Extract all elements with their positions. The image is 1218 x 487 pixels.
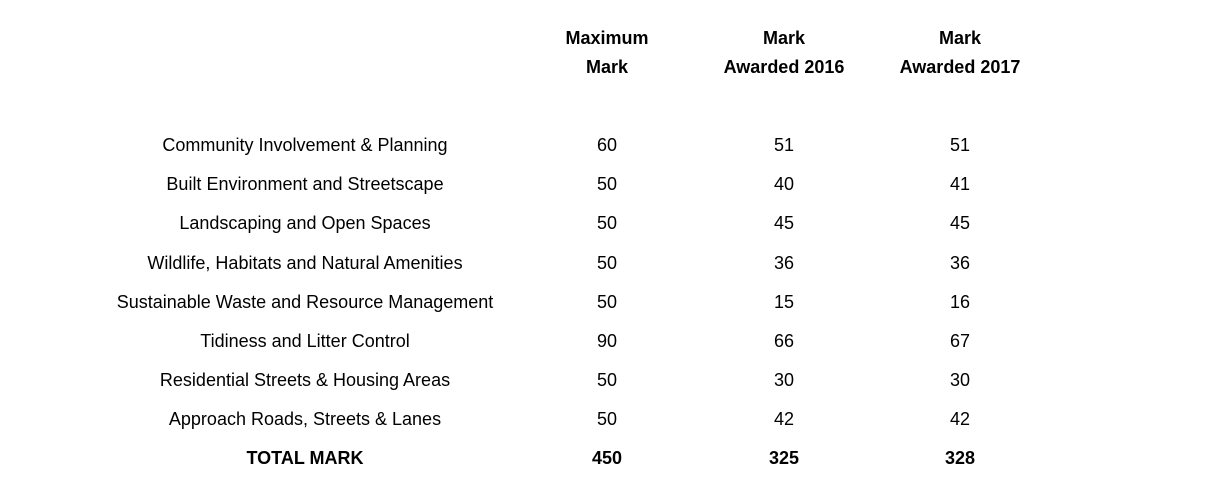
maximum-mark-value: 60 xyxy=(596,135,618,155)
awarded-2016-value: 15 xyxy=(773,292,795,312)
table-row: Tidiness and Litter Control 90 66 67 xyxy=(0,322,1218,361)
table-row: Built Environment and Streetscape 50 40 … xyxy=(0,165,1218,204)
total-row: TOTAL MARK 450 325 328 xyxy=(0,439,1218,478)
awarded-2017-value: 45 xyxy=(949,213,971,233)
category-label: Tidiness and Litter Control xyxy=(200,331,410,351)
awarded-2016-value: 30 xyxy=(773,370,795,390)
table-row: Approach Roads, Streets & Lanes 50 42 42 xyxy=(0,400,1218,439)
total-label: TOTAL MARK xyxy=(246,448,364,468)
awarded-2017-value: 30 xyxy=(949,370,971,390)
awarded-2016-value: 40 xyxy=(773,174,795,194)
table-row: Landscaping and Open Spaces 50 45 45 xyxy=(0,204,1218,243)
awarded-2016-value: 51 xyxy=(773,135,795,155)
total-2016-value: 325 xyxy=(768,448,800,468)
awarded-2017-value: 16 xyxy=(949,292,971,312)
awarded-2017-value: 51 xyxy=(949,135,971,155)
category-label: Approach Roads, Streets & Lanes xyxy=(168,409,442,429)
maximum-mark-value: 50 xyxy=(596,409,618,429)
maximum-mark-value: 90 xyxy=(596,331,618,351)
awarded-2016-value: 42 xyxy=(773,409,795,429)
category-label: Wildlife, Habitats and Natural Amenities xyxy=(147,253,463,273)
table-row: Sustainable Waste and Resource Managemen… xyxy=(0,283,1218,322)
table-row: Wildlife, Habitats and Natural Amenities… xyxy=(0,244,1218,283)
category-label: Landscaping and Open Spaces xyxy=(179,213,431,233)
maximum-mark-value: 50 xyxy=(596,253,618,273)
awarded-2017-value: 41 xyxy=(949,174,971,194)
header-mark-awarded-2016: Mark Awarded 2016 xyxy=(699,24,869,82)
header-2016-line2: Awarded 2016 xyxy=(723,57,845,77)
awarded-2016-value: 45 xyxy=(773,213,795,233)
maximum-mark-value: 50 xyxy=(596,370,618,390)
header-maximum-mark: Maximum Mark xyxy=(522,24,692,82)
awarded-2017-value: 42 xyxy=(949,409,971,429)
awarded-2017-value: 67 xyxy=(949,331,971,351)
header-2017-line2: Awarded 2017 xyxy=(899,57,1021,77)
header-2017-line1: Mark xyxy=(938,28,982,48)
total-maximum-value: 450 xyxy=(591,448,623,468)
table-row: Community Involvement & Planning 60 51 5… xyxy=(0,126,1218,165)
category-label: Community Involvement & Planning xyxy=(162,135,448,155)
category-label: Sustainable Waste and Resource Managemen… xyxy=(116,292,494,312)
header-maximum-line2: Mark xyxy=(585,57,629,77)
category-label: Built Environment and Streetscape xyxy=(166,174,444,194)
awarded-2016-value: 66 xyxy=(773,331,795,351)
table-row: Residential Streets & Housing Areas 50 3… xyxy=(0,361,1218,400)
maximum-mark-value: 50 xyxy=(596,213,618,233)
category-label: Residential Streets & Housing Areas xyxy=(159,370,451,390)
header-2016-line1: Mark xyxy=(762,28,806,48)
header-mark-awarded-2017: Mark Awarded 2017 xyxy=(875,24,1045,82)
total-2017-value: 328 xyxy=(944,448,976,468)
header-maximum-line1: Maximum xyxy=(565,28,649,48)
awarded-2017-value: 36 xyxy=(949,253,971,273)
awarded-2016-value: 36 xyxy=(773,253,795,273)
maximum-mark-value: 50 xyxy=(596,292,618,312)
maximum-mark-value: 50 xyxy=(596,174,618,194)
